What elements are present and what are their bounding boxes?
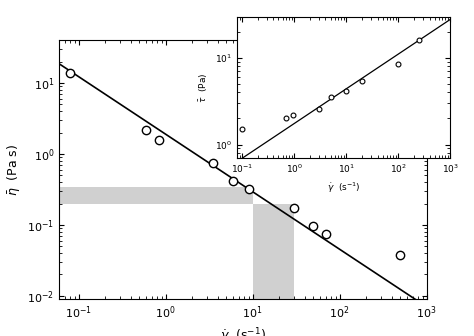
Y-axis label: $\bar{\tau}$  (Pa): $\bar{\tau}$ (Pa) — [198, 72, 210, 102]
X-axis label: $\dot{\gamma}$  (s$^{-1}$): $\dot{\gamma}$ (s$^{-1}$) — [220, 326, 266, 336]
X-axis label: $\dot{\gamma}$  (s$^{-1}$): $\dot{\gamma}$ (s$^{-1}$) — [327, 181, 360, 195]
Y-axis label: $\bar{\eta}$  (Pa s): $\bar{\eta}$ (Pa s) — [5, 143, 22, 196]
